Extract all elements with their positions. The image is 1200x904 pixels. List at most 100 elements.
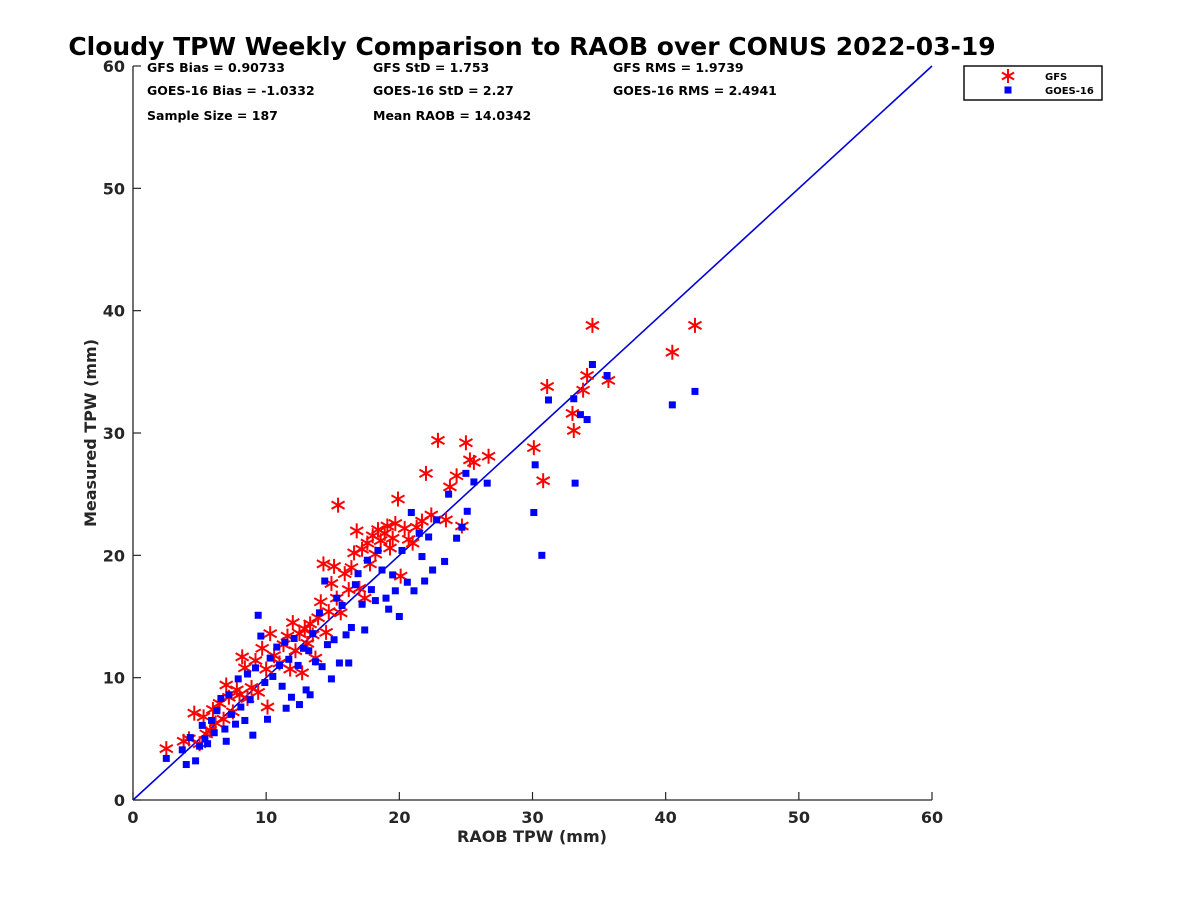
legend: GFS GOES-16 (963, 65, 1103, 101)
y-tick-label: 40 (103, 302, 125, 321)
goes-16-point (309, 630, 317, 638)
y-tick-label: 60 (103, 57, 125, 76)
gfs-point (458, 435, 473, 451)
x-tick-label: 40 (655, 808, 677, 827)
goes-16-point (576, 411, 584, 419)
goes-16-point (182, 761, 190, 769)
gfs-point (540, 379, 555, 395)
goes-16-point (186, 734, 194, 742)
goes-16-point (162, 754, 170, 762)
goes-16-point (269, 672, 277, 680)
goes-16-point (588, 360, 596, 368)
gfs-point (229, 682, 244, 698)
goes-16-point (287, 693, 295, 701)
gfs-point (380, 518, 395, 534)
goes-16-point (285, 655, 293, 663)
gfs-point (526, 440, 541, 456)
gfs-point (159, 741, 174, 757)
goes-16-point (261, 679, 269, 687)
stat-text: GFS RMS = 1.9739 (613, 60, 744, 75)
stat-text: GOES-16 StD = 2.27 (373, 83, 514, 98)
gfs-point (316, 556, 331, 572)
goes-16-point (196, 742, 204, 750)
gfs-point (295, 665, 310, 681)
one-to-one-line (132, 65, 933, 801)
gfs-point (580, 368, 595, 384)
goes-16-point (398, 546, 406, 554)
goes-16-point (371, 597, 379, 605)
goes-16-point (327, 675, 335, 683)
x-axis-label: RAOB TPW (mm) (457, 827, 607, 846)
goes-16-point (198, 721, 206, 729)
gfs-point (327, 558, 342, 574)
goes-16-point (385, 605, 393, 613)
goes-16-point (221, 725, 229, 733)
goes-16-point (570, 395, 578, 403)
gfs-point (576, 382, 591, 398)
goes-16-point (222, 737, 230, 745)
legend-marker-gfs (1001, 69, 1015, 83)
y-axis-label: Measured TPW (mm) (81, 339, 100, 527)
goes-16-point (429, 566, 437, 574)
goes-16-point (544, 396, 552, 404)
goes-16-point (306, 691, 314, 699)
goes-16-point (530, 509, 538, 517)
gfs-point (219, 677, 234, 693)
gfs-point (196, 709, 211, 725)
legend-label-gfs: GFS (1045, 72, 1067, 83)
legend-marker-goes-16 (1004, 86, 1012, 94)
goes-16-point (281, 638, 289, 646)
gfs-point (397, 520, 412, 536)
gfs-point (259, 661, 274, 677)
stat-text: GFS Bias = 0.90733 (147, 60, 285, 75)
goes-16-point (204, 740, 212, 748)
goes-16-point (391, 587, 399, 595)
goes-16-point (445, 490, 453, 498)
goes-16-point (257, 632, 265, 640)
gfs-point (337, 566, 352, 582)
x-tick-label: 60 (921, 808, 943, 827)
y-tick-label: 0 (114, 791, 125, 810)
gfs-point (565, 405, 580, 421)
stat-text: GOES-16 RMS = 2.4941 (613, 83, 777, 98)
goes-16-point (217, 694, 225, 702)
y-tick-label: 20 (103, 546, 125, 565)
goes-16-point (318, 663, 326, 671)
gfs-point (319, 624, 334, 640)
goes-16-point (273, 643, 281, 651)
x-tick-label: 20 (388, 808, 410, 827)
stat-text: Mean RAOB = 14.0342 (373, 108, 531, 123)
gfs-point (449, 468, 464, 484)
stat-text: Sample Size = 187 (147, 108, 278, 123)
y-tick-label: 50 (103, 179, 125, 198)
goes-16-point (305, 647, 313, 655)
gfs-point (288, 643, 303, 659)
gfs-point (260, 699, 275, 715)
gfs-point (303, 616, 318, 632)
goes-16-point (338, 601, 346, 609)
goes-16-point (363, 556, 371, 564)
gfs-point (481, 448, 496, 464)
gfs-point (393, 568, 408, 584)
goes-16-point (347, 624, 355, 632)
tick-labels: 0 10 20 30 40 50 60 0 10 20 30 40 50 60 (103, 57, 943, 827)
goes-16-point (330, 636, 338, 644)
goes-16-point (453, 534, 461, 542)
gfs-point (255, 640, 270, 656)
goes-16-point (290, 635, 298, 643)
goes-16-point (367, 586, 375, 594)
goes-16-point (237, 703, 245, 711)
goes-16-point (232, 720, 240, 728)
goes-16-point (282, 704, 290, 712)
goes-16-point (263, 715, 271, 723)
goes-16-point (315, 609, 323, 617)
x-tick-label: 30 (521, 808, 543, 827)
stat-text: GOES-16 Bias = -1.0332 (147, 83, 315, 98)
goes-16-point (323, 641, 331, 649)
gfs-point (216, 711, 231, 727)
gfs-point (331, 497, 346, 513)
goes-16-point (382, 594, 390, 602)
goes-16-point (421, 577, 429, 585)
goes-16-point (225, 691, 233, 699)
gfs-point (466, 454, 481, 470)
